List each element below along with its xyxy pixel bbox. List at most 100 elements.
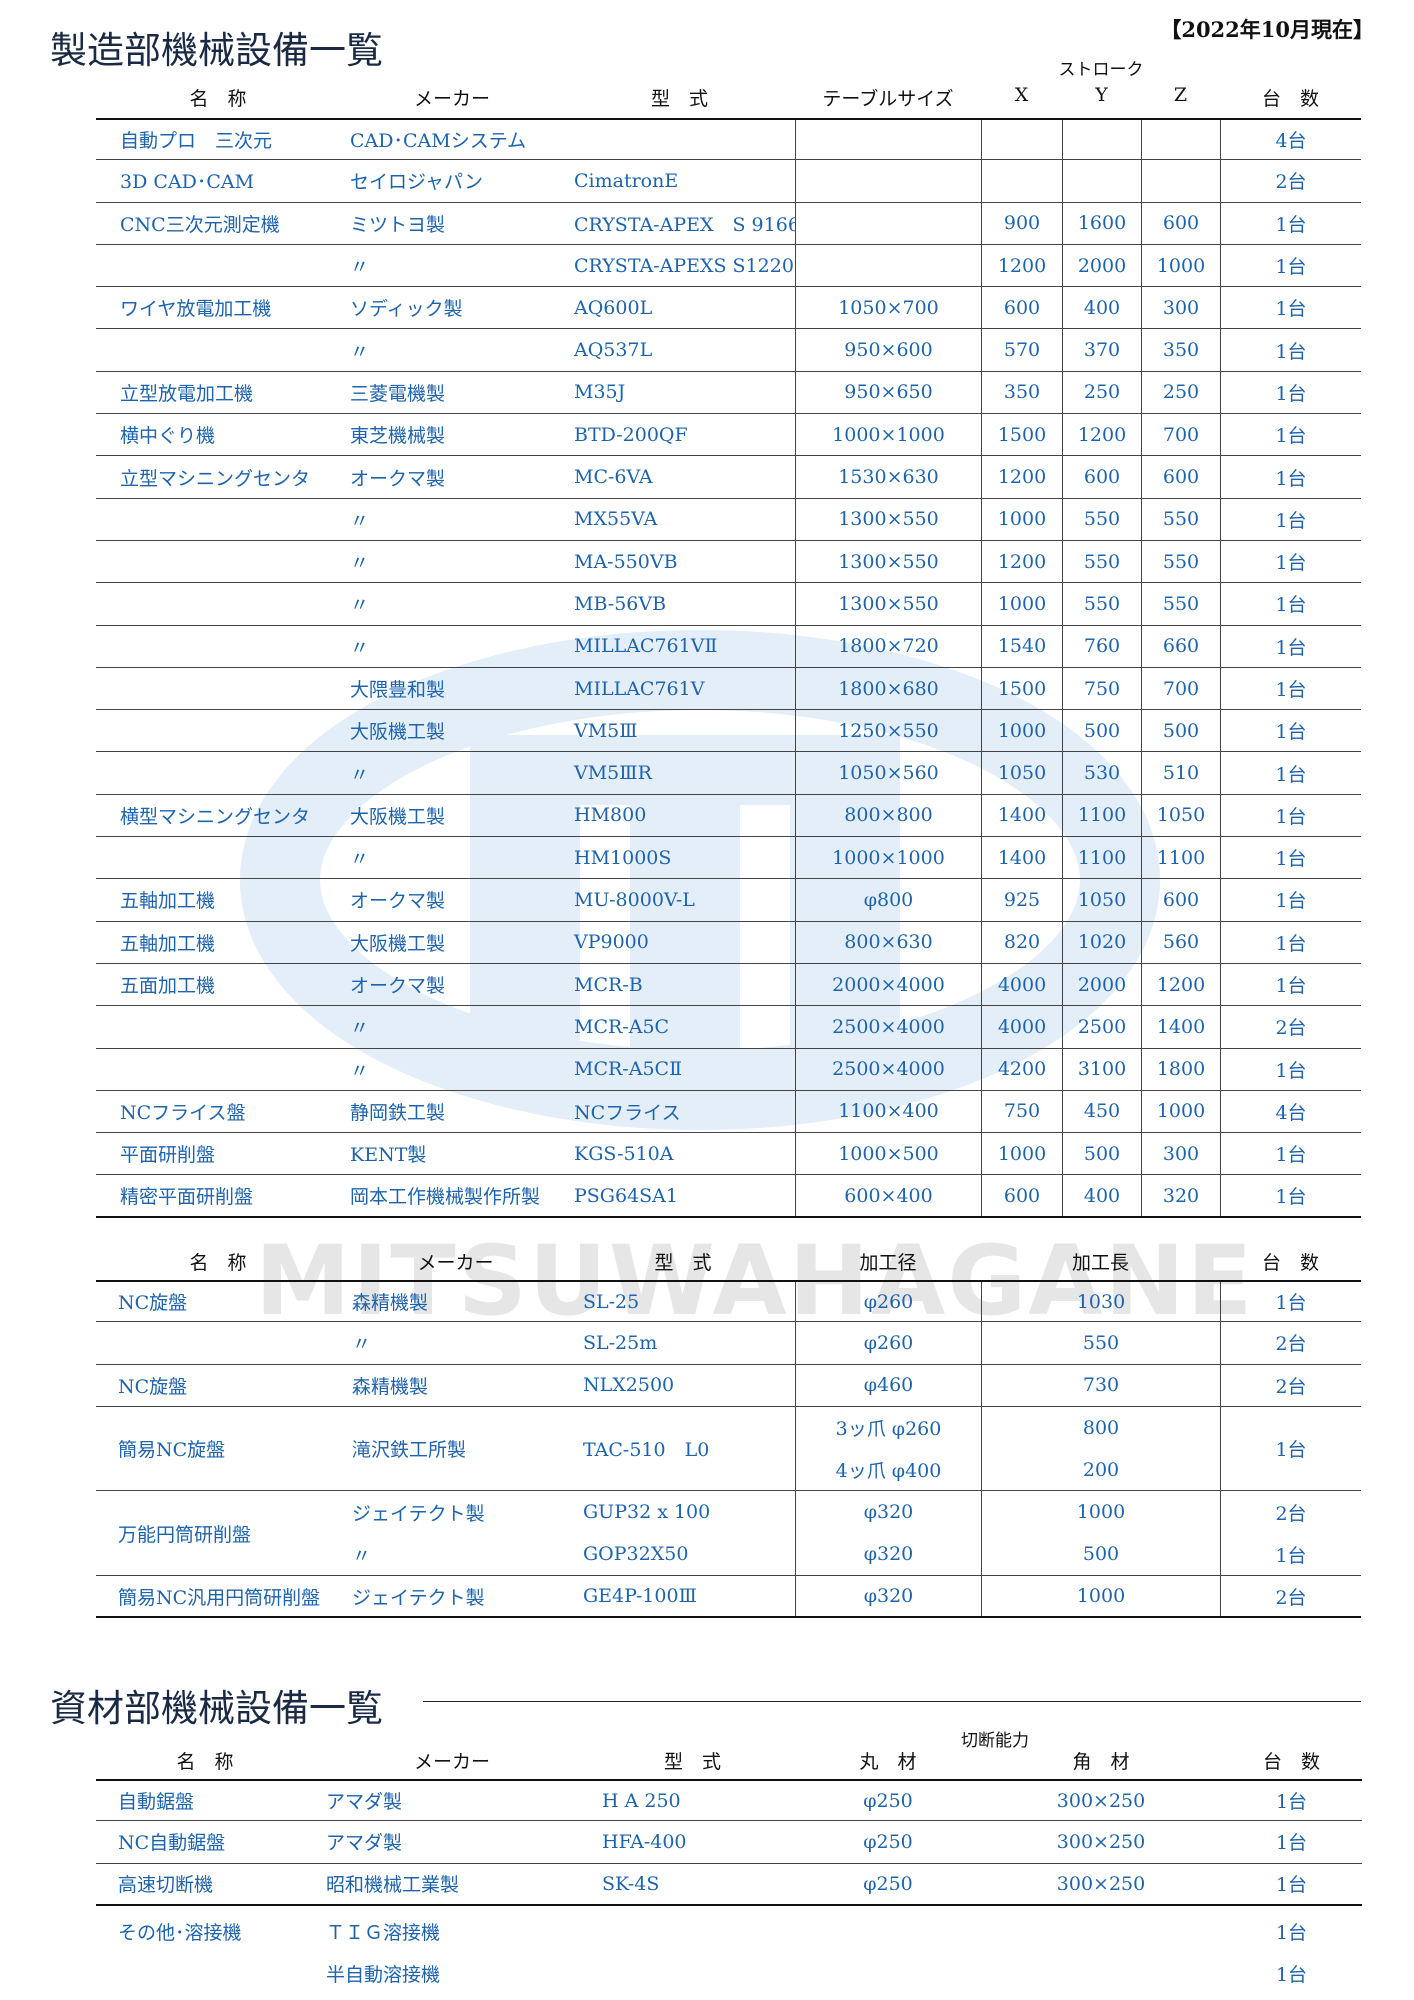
table-cell: 1台 bbox=[1220, 879, 1361, 921]
table-cell: 1400 bbox=[981, 837, 1062, 879]
cell-text: 大阪機工製 bbox=[350, 932, 446, 955]
table-cell: 1600 bbox=[1062, 202, 1141, 244]
cell-text: 900 bbox=[1003, 212, 1041, 235]
table-cell: CRYSTA-APEX S 9166 bbox=[564, 203, 795, 244]
cell-text: 1台 bbox=[1275, 890, 1307, 913]
cell-text: MU-8000V-L bbox=[574, 888, 695, 911]
cell-text: 1台 bbox=[1275, 1186, 1307, 1209]
table-cell: 550 bbox=[981, 1322, 1220, 1364]
cell-text: 静岡鉄工製 bbox=[350, 1101, 446, 1124]
cell-text: 500 bbox=[1083, 719, 1121, 742]
cell-text: MCR-A5CⅡ bbox=[574, 1058, 682, 1081]
table-row: 自動プロ 三次元 CAD･CAMシステム 4台 bbox=[96, 118, 1361, 161]
table-cell: 320 bbox=[1141, 1175, 1220, 1216]
table-cell bbox=[96, 583, 340, 624]
table-cell: 500 bbox=[1062, 1133, 1141, 1175]
cell-text: 1台 bbox=[1275, 1292, 1307, 1315]
cell-text: 550 bbox=[1083, 592, 1121, 615]
cell-text: 1台 bbox=[1275, 1963, 1308, 1986]
cell-text: 2000×4000 bbox=[832, 973, 945, 996]
cell-text: CNC三次元測定機 bbox=[120, 213, 280, 236]
table-cell: 1050 bbox=[981, 752, 1062, 794]
table-cell: 1台 bbox=[1221, 1821, 1362, 1862]
table-cell bbox=[96, 1049, 340, 1090]
table-cell: 1000 bbox=[981, 583, 1062, 625]
cell-text: 550 bbox=[1162, 592, 1200, 615]
table-cell: 森精機製 bbox=[340, 1365, 571, 1406]
table-cell: 1台 bbox=[1220, 752, 1361, 794]
column-header: X bbox=[1014, 84, 1029, 106]
table-cell: NC旋盤 bbox=[96, 1365, 340, 1406]
table-cell: PSG64SA1 bbox=[564, 1175, 795, 1215]
cell-text: 1540 bbox=[997, 635, 1047, 658]
table-cell: 1250×550 bbox=[795, 710, 981, 752]
table-row: 〃 MCR-A5CⅡ 2500×4000 4200 3100 1800 1台 bbox=[96, 1048, 1361, 1091]
cell-text: 350 bbox=[1162, 339, 1200, 362]
table-cell: 東芝機械製 bbox=[340, 414, 564, 455]
cell-text: 森精機製 bbox=[352, 1375, 429, 1398]
cell-text: 1000 bbox=[1156, 254, 1206, 277]
cell-text: AQ537L bbox=[574, 339, 653, 362]
table-header: 名 称 メーカー 型 式 丸 材 角 材 台 数 bbox=[96, 1747, 1362, 1774]
cell-text: 1台 bbox=[1275, 1832, 1308, 1855]
cell-text: 1台 bbox=[1275, 679, 1307, 701]
table-row: 〃 MCR-A5C 2500×4000 4000 2500 1400 2台 bbox=[96, 1006, 1361, 1049]
table-cell: 〃 bbox=[340, 1006, 564, 1047]
table-cell: NCフライス盤 bbox=[96, 1091, 340, 1132]
table-cell: 〃 bbox=[340, 837, 564, 878]
cell-text: 1台 bbox=[1275, 1921, 1308, 1944]
cell-text: φ260 bbox=[863, 1290, 914, 1313]
table-cell: KENT製 bbox=[340, 1133, 564, 1174]
table-cell: φ260 bbox=[795, 1322, 981, 1364]
cell-text: 立型マシニングセンタ bbox=[120, 467, 311, 490]
cell-text: 600 bbox=[1162, 212, 1200, 235]
cell-text: 1800 bbox=[1156, 1058, 1206, 1081]
table-row: 〃 MA-550VB 1300×550 1200 550 550 1台 bbox=[96, 540, 1361, 584]
table-cell: 550 bbox=[1062, 540, 1141, 583]
table-cell: CNC三次元測定機 bbox=[96, 203, 340, 244]
table-cell: NLX2500 bbox=[571, 1365, 795, 1406]
table-cell: 400 bbox=[1062, 1175, 1141, 1216]
cell-text: 600 bbox=[1162, 888, 1200, 911]
table-cell: 1800×720 bbox=[795, 625, 981, 667]
cell-text: 1台 bbox=[1275, 636, 1307, 659]
table-cell: 300 bbox=[1141, 287, 1220, 329]
table-cell: 1050×560 bbox=[795, 752, 981, 794]
cell-text: PSG64SA1 bbox=[574, 1184, 678, 1207]
table-cell: 精密平面研削盤 bbox=[96, 1175, 340, 1215]
cell-text: 2500 bbox=[1077, 1015, 1127, 1038]
table-cell: 〃 bbox=[340, 499, 564, 540]
table-cell: 1300×550 bbox=[795, 498, 981, 540]
cell-text: 〃 bbox=[350, 594, 370, 617]
table-cell: 立型マシニングセンタ bbox=[96, 456, 340, 497]
table-cell: 1050 bbox=[1141, 794, 1220, 837]
table-cell: 1台 bbox=[1220, 1175, 1361, 1216]
table-cell: 550 bbox=[1141, 540, 1220, 583]
cell-text: 1200 bbox=[997, 550, 1047, 573]
cell-text: 1020 bbox=[1077, 931, 1127, 954]
table-cell: 1200 bbox=[981, 456, 1062, 498]
cell-text: 1050×700 bbox=[838, 296, 939, 319]
cell-text: 1000 bbox=[997, 592, 1047, 615]
column-header: メーカー bbox=[413, 1751, 490, 1773]
table-row: 精密平面研削盤 岡本工作機械製作所製 PSG64SA1 600×400 600 400 32… bbox=[96, 1175, 1361, 1218]
cell-text: 300×250 bbox=[1056, 1830, 1146, 1853]
cell-text: 岡本工作機械製作所製 bbox=[350, 1186, 541, 1209]
table-cell: 〃 bbox=[340, 541, 564, 582]
cell-text: MC-6VA bbox=[574, 466, 653, 489]
cell-text: 〃 bbox=[350, 636, 370, 659]
table-cell: 400 bbox=[1062, 287, 1141, 329]
cell-text: 400 bbox=[1083, 1184, 1121, 1207]
table-cell: 510 bbox=[1141, 752, 1220, 794]
table-cell bbox=[981, 1952, 1221, 1994]
cell-text: 横型マシニングセンタ bbox=[120, 805, 311, 828]
table-row: NC旋盤 森精機製 NLX2500 φ460 730 2台 bbox=[96, 1364, 1361, 1407]
cell-text: GE4P-100Ⅲ bbox=[583, 1585, 697, 1608]
table-cell: 2台 bbox=[1220, 1322, 1361, 1364]
cell-text: 600 bbox=[1162, 466, 1200, 489]
table-cell: 高速切断機 bbox=[96, 1864, 314, 1904]
table-cell: 五面加工機 bbox=[96, 964, 340, 1005]
table-row: 大隈豊和製 MILLAC761V 1800×680 1500 750 700 1台 bbox=[96, 667, 1361, 711]
cell-text: 350 bbox=[1003, 381, 1041, 404]
table-cell: ソディック製 bbox=[340, 287, 564, 328]
